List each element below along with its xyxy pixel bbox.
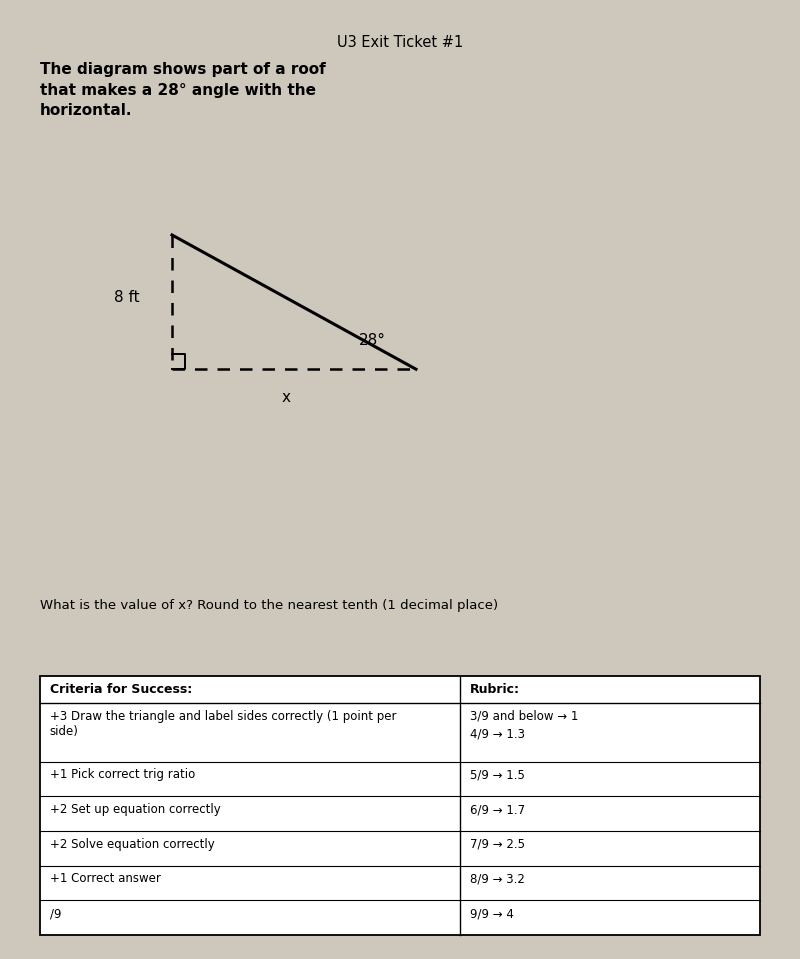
Text: 8 ft: 8 ft xyxy=(114,290,140,305)
Text: 28°: 28° xyxy=(358,333,386,348)
Text: Criteria for Success:: Criteria for Success: xyxy=(50,683,192,696)
Text: 7/9 → 2.5: 7/9 → 2.5 xyxy=(470,838,525,851)
Text: 9/9 → 4: 9/9 → 4 xyxy=(470,907,514,920)
Text: 3/9 and below → 1
4/9 → 1.3: 3/9 and below → 1 4/9 → 1.3 xyxy=(470,710,578,740)
Text: 5/9 → 1.5: 5/9 → 1.5 xyxy=(470,768,525,782)
Text: 8/9 → 3.2: 8/9 → 3.2 xyxy=(470,873,525,885)
Text: What is the value of x? Round to the nearest tenth (1 decimal place): What is the value of x? Round to the nea… xyxy=(40,599,498,613)
Text: +2 Solve equation correctly: +2 Solve equation correctly xyxy=(50,838,214,851)
Text: +2 Set up equation correctly: +2 Set up equation correctly xyxy=(50,803,220,816)
Text: +1 Pick correct trig ratio: +1 Pick correct trig ratio xyxy=(50,768,195,782)
Bar xyxy=(40,676,760,935)
Text: x: x xyxy=(282,390,290,406)
Text: +1 Correct answer: +1 Correct answer xyxy=(50,873,161,885)
Text: The diagram shows part of a roof
that makes a 28° angle with the
horizontal.: The diagram shows part of a roof that ma… xyxy=(40,62,326,118)
Text: 6/9 → 1.7: 6/9 → 1.7 xyxy=(470,803,525,816)
Text: +3 Draw the triangle and label sides correctly (1 point per
side): +3 Draw the triangle and label sides cor… xyxy=(50,710,396,737)
Text: /9: /9 xyxy=(50,907,61,920)
Text: Rubric:: Rubric: xyxy=(470,683,519,696)
Text: U3 Exit Ticket #1: U3 Exit Ticket #1 xyxy=(337,35,463,51)
